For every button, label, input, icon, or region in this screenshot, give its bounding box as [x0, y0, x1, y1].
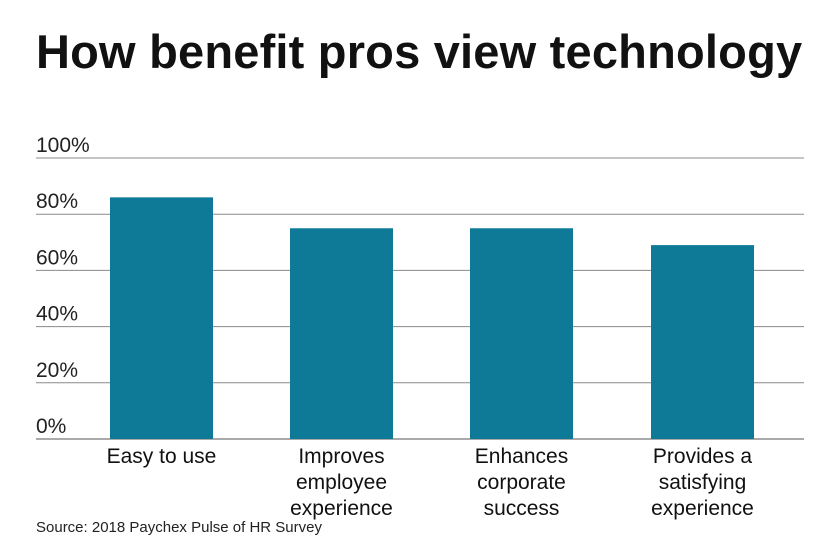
category-label-line: experience: [290, 497, 393, 520]
category-label-3: Provides a satisfying experience: [651, 445, 754, 520]
source-note: Source: 2018 Paychex Pulse of HR Survey: [36, 519, 322, 536]
category-label-line: satisfying: [659, 471, 747, 494]
y-tick-label: 40%: [36, 303, 78, 326]
x-axis-category-labels: Easy to use Improves employee experience Enh…: [107, 445, 754, 520]
category-label-line: success: [484, 497, 560, 520]
bar-2: [470, 228, 573, 439]
category-label-line: Provides a: [653, 445, 753, 468]
category-label-2: Enhances corporate success: [475, 445, 568, 520]
y-tick-label: 60%: [36, 246, 78, 269]
bar-1: [290, 228, 393, 439]
y-tick-label: 80%: [36, 190, 78, 213]
category-label-line: Enhances: [475, 445, 568, 468]
category-label-line: employee: [296, 471, 387, 494]
category-label-1: Improves employee experience: [290, 445, 393, 520]
category-label-0: Easy to use: [107, 445, 217, 468]
y-tick-label: 0%: [36, 415, 66, 438]
category-label-line: experience: [651, 497, 754, 520]
bar-3: [651, 245, 754, 439]
chart-title: How benefit pros view technology: [36, 25, 803, 78]
y-tick-label: 100%: [36, 134, 90, 157]
category-label-line: Improves: [298, 445, 384, 468]
category-label-line: corporate: [477, 471, 566, 494]
category-label-line: Easy to use: [107, 445, 217, 468]
y-tick-label: 20%: [36, 359, 78, 382]
bar-0: [110, 197, 213, 439]
y-axis-tick-labels: 0% 20% 40% 60% 80% 100%: [36, 134, 90, 438]
bars: [110, 197, 754, 439]
